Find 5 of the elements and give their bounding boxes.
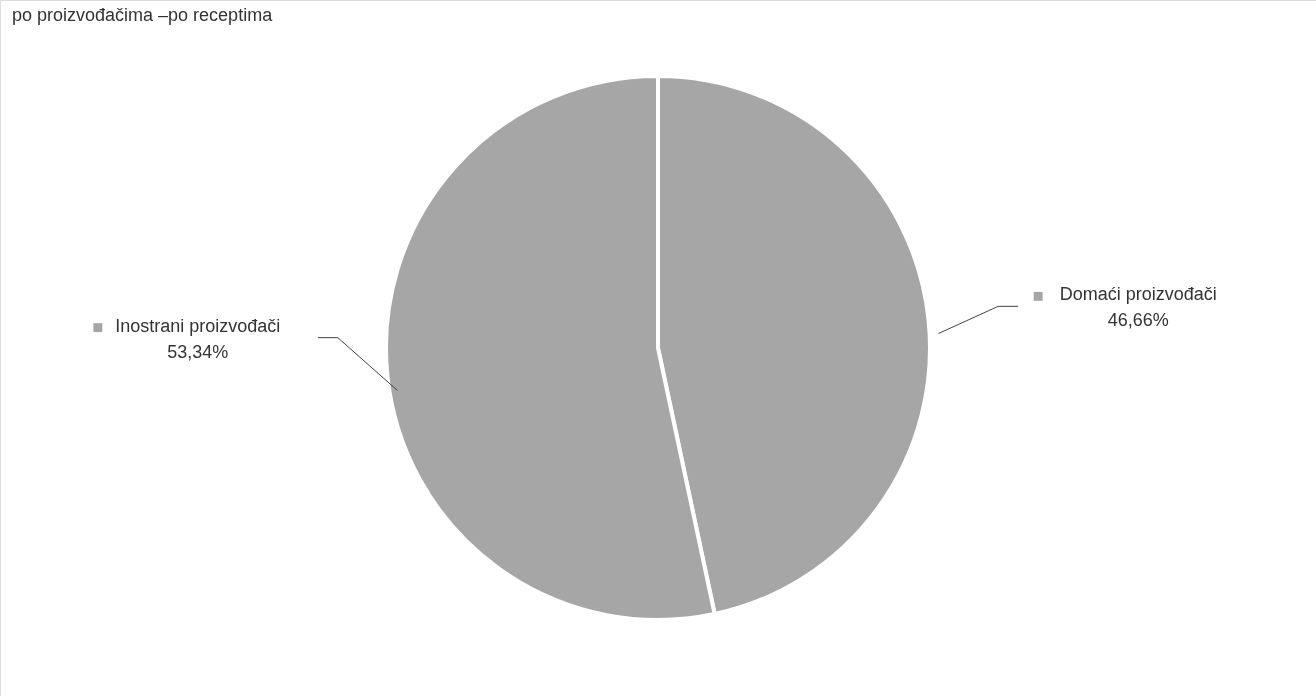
data-label: 53,34% <box>167 341 229 362</box>
legend-label: Domaći proizvođači <box>1059 284 1217 305</box>
chart-title: po proizvođačima –po receptima <box>12 5 274 25</box>
data-label: 46,66% <box>1107 310 1169 331</box>
legend-label: Inostrani proizvođači <box>115 315 281 336</box>
